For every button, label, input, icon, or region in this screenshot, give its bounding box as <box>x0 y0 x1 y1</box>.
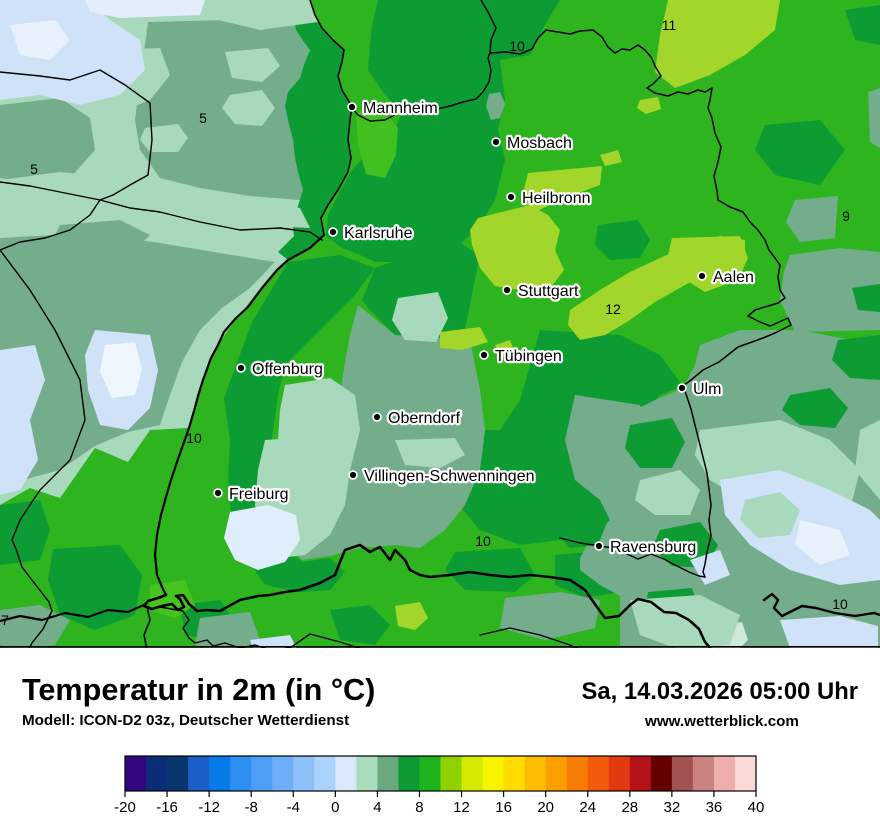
svg-text:-20: -20 <box>114 799 136 816</box>
svg-text:10: 10 <box>186 430 202 446</box>
svg-text:-12: -12 <box>198 799 220 816</box>
svg-text:10: 10 <box>509 38 525 54</box>
svg-text:5: 5 <box>30 161 38 177</box>
svg-text:Mosbach: Mosbach <box>507 135 572 152</box>
svg-text:Villingen-Schwenningen: Villingen-Schwenningen <box>364 468 535 485</box>
svg-text:12: 12 <box>605 301 621 317</box>
svg-text:Tübingen: Tübingen <box>495 348 562 365</box>
svg-text:28: 28 <box>621 799 638 816</box>
svg-text:www.wetterblick.com: www.wetterblick.com <box>644 713 799 730</box>
svg-text:Stuttgart: Stuttgart <box>518 283 579 300</box>
svg-text:10: 10 <box>832 596 848 612</box>
svg-text:Oberndorf: Oberndorf <box>388 410 461 427</box>
svg-text:8: 8 <box>415 799 423 816</box>
svg-text:24: 24 <box>579 799 596 816</box>
svg-text:Offenburg: Offenburg <box>252 361 323 378</box>
svg-text:Heilbronn: Heilbronn <box>522 190 590 207</box>
svg-text:0: 0 <box>331 799 339 816</box>
svg-text:5: 5 <box>199 110 207 126</box>
svg-text:Aalen: Aalen <box>713 269 754 286</box>
svg-text:40: 40 <box>748 799 765 816</box>
svg-text:-8: -8 <box>245 799 258 816</box>
svg-text:7: 7 <box>1 612 9 628</box>
svg-text:Modell: ICON-D2 03z, Deutscher: Modell: ICON-D2 03z, Deutscher Wetterdie… <box>22 712 349 729</box>
svg-text:Ravensburg: Ravensburg <box>610 539 696 556</box>
svg-text:16: 16 <box>495 799 512 816</box>
svg-text:-4: -4 <box>287 799 300 816</box>
svg-text:-16: -16 <box>156 799 178 816</box>
svg-text:Karlsruhe: Karlsruhe <box>344 225 413 242</box>
svg-text:Mannheim: Mannheim <box>363 100 438 117</box>
svg-text:12: 12 <box>453 799 470 816</box>
svg-text:20: 20 <box>537 799 554 816</box>
svg-text:Freiburg: Freiburg <box>229 486 289 503</box>
svg-text:32: 32 <box>664 799 681 816</box>
svg-text:9: 9 <box>842 208 850 224</box>
svg-text:4: 4 <box>373 799 381 816</box>
svg-text:Temperatur in 2m (in °C): Temperatur in 2m (in °C) <box>22 673 375 707</box>
svg-text:11: 11 <box>662 17 677 33</box>
svg-text:36: 36 <box>706 799 723 816</box>
svg-text:10: 10 <box>475 533 491 549</box>
svg-text:Sa, 14.03.2026 05:00 Uhr: Sa, 14.03.2026 05:00 Uhr <box>582 678 859 705</box>
svg-text:Ulm: Ulm <box>693 381 721 398</box>
